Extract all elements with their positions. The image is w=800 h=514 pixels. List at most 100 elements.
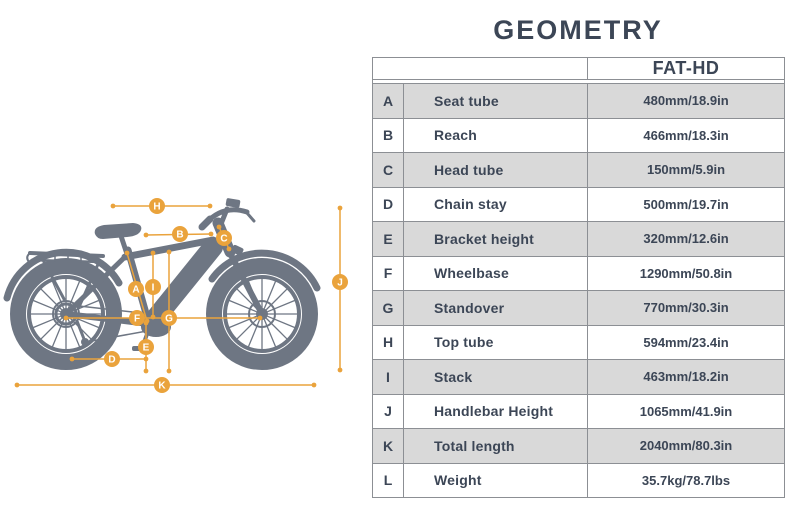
page-title: GEOMETRY <box>493 15 663 45</box>
measure-marker-g: G <box>161 310 177 326</box>
front-wheel <box>206 258 318 370</box>
measure-marker-a: A <box>128 281 144 297</box>
svg-text:K: K <box>158 380 166 391</box>
header-spacer-cell <box>372 79 785 84</box>
measure-endpoint-dot <box>226 246 232 252</box>
measure-endpoint-dot <box>216 224 222 230</box>
measure-marker-f: F <box>129 310 145 326</box>
row-value: 150mm/5.9in <box>587 152 785 188</box>
derailleur <box>75 319 86 341</box>
row-value: 1290mm/50.8in <box>587 255 785 291</box>
row-name: Head tube <box>403 152 588 188</box>
row-letter: G <box>372 290 404 326</box>
row-name: Total length <box>403 428 588 464</box>
front-fender <box>208 249 321 292</box>
row-name: Weight <box>403 462 588 498</box>
row-name: Reach <box>403 117 588 153</box>
svg-text:C: C <box>220 233 227 244</box>
row-name: Chain stay <box>403 186 588 222</box>
measure-endpoint-dot <box>311 382 317 388</box>
measure-endpoint-dot <box>208 231 214 237</box>
row-value: 2040mm/80.3in <box>587 428 785 464</box>
header-empty-cell <box>372 57 588 80</box>
model-header: FAT-HD <box>587 57 785 80</box>
measure-endpoint-dot <box>69 356 75 362</box>
row-value: 466mm/18.3in <box>587 117 785 153</box>
row-name: Top tube <box>403 324 588 360</box>
header-spacer-row <box>372 79 785 84</box>
row-letter: C <box>372 152 404 188</box>
table-row: B Reach 466mm/18.3in <box>372 117 785 153</box>
table-row: J Handlebar Height 1065mm/41.9in <box>372 393 785 429</box>
row-name: Handlebar Height <box>403 393 588 429</box>
measure-endpoint-dot <box>143 320 149 326</box>
measure-endpoint-dot <box>143 232 149 238</box>
measure-endpoint-dot <box>150 314 156 320</box>
display-panel <box>225 198 241 208</box>
table-row: I Stack 463mm/18.2in <box>372 359 785 395</box>
saddle <box>94 223 142 239</box>
svg-text:B: B <box>176 229 183 240</box>
measure-endpoint-dot <box>337 367 343 373</box>
cassette <box>54 302 78 326</box>
measure-endpoint-dot <box>207 203 213 209</box>
measure-endpoint-dot <box>143 368 149 374</box>
table-row: E Bracket height 320mm/12.6in <box>372 221 785 257</box>
table-row: C Head tube 150mm/5.9in <box>372 152 785 188</box>
row-value: 463mm/18.2in <box>587 359 785 395</box>
row-letter: D <box>372 186 404 222</box>
geometry-table: FAT-HD A Seat tube 480mm/18.9in B Reach 466mm… <box>372 57 785 498</box>
row-name: Wheelbase <box>403 255 588 291</box>
svg-text:A: A <box>132 284 139 295</box>
measure-endpoint-dot <box>166 368 172 374</box>
row-name: Seat tube <box>403 83 588 119</box>
svg-text:F: F <box>134 313 140 324</box>
row-letter: J <box>372 393 404 429</box>
row-name: Stack <box>403 359 588 395</box>
svg-text:I: I <box>152 282 155 293</box>
row-name: Standover <box>403 290 588 326</box>
svg-text:J: J <box>337 277 343 288</box>
row-letter: E <box>372 221 404 257</box>
measure-endpoint-dot <box>257 315 263 321</box>
svg-text:D: D <box>108 354 115 365</box>
front-fork <box>227 250 265 317</box>
row-letter: B <box>372 117 404 153</box>
row-value: 320mm/12.6in <box>587 221 785 257</box>
measure-endpoint-dot <box>150 250 156 256</box>
row-value: 35.7kg/78.7lbs <box>587 462 785 498</box>
measure-endpoint-dot <box>337 205 343 211</box>
row-value: 480mm/18.9in <box>587 83 785 119</box>
measure-endpoint-dot <box>124 250 130 256</box>
measure-marker-e: E <box>138 339 154 355</box>
row-value: 770mm/30.3in <box>587 290 785 326</box>
svg-text:E: E <box>143 342 150 353</box>
headlight <box>231 244 244 256</box>
table-row: A Seat tube 480mm/18.9in <box>372 83 785 119</box>
row-name: Bracket height <box>403 221 588 257</box>
table-row: H Top tube 594mm/23.4in <box>372 324 785 360</box>
battery-downtube <box>144 237 223 330</box>
table-row: L Weight 35.7kg/78.7lbs <box>372 462 785 498</box>
measure-endpoint-dot <box>166 249 172 255</box>
measure-marker-i: I <box>145 279 161 295</box>
row-letter: F <box>372 255 404 291</box>
table-row: K Total length 2040mm/80.3in <box>372 428 785 464</box>
table-row: D Chain stay 500mm/19.7in <box>372 186 785 222</box>
measure-marker-d: D <box>104 351 120 367</box>
measure-marker-k: K <box>154 377 170 393</box>
svg-text:G: G <box>165 313 173 324</box>
bike-silhouette <box>3 198 321 370</box>
row-value: 594mm/23.4in <box>587 324 785 360</box>
measure-marker-c: C <box>216 230 232 246</box>
row-letter: L <box>372 462 404 498</box>
table-header-row: FAT-HD <box>372 57 785 80</box>
row-value: 1065mm/41.9in <box>587 393 785 429</box>
measure-endpoint-dot <box>110 203 116 209</box>
measure-marker-h: H <box>149 198 165 214</box>
measurement-markers: A B C D E F G H I J K <box>104 198 348 393</box>
row-letter: I <box>372 359 404 395</box>
measure-endpoint-dot <box>14 382 20 388</box>
row-letter: K <box>372 428 404 464</box>
